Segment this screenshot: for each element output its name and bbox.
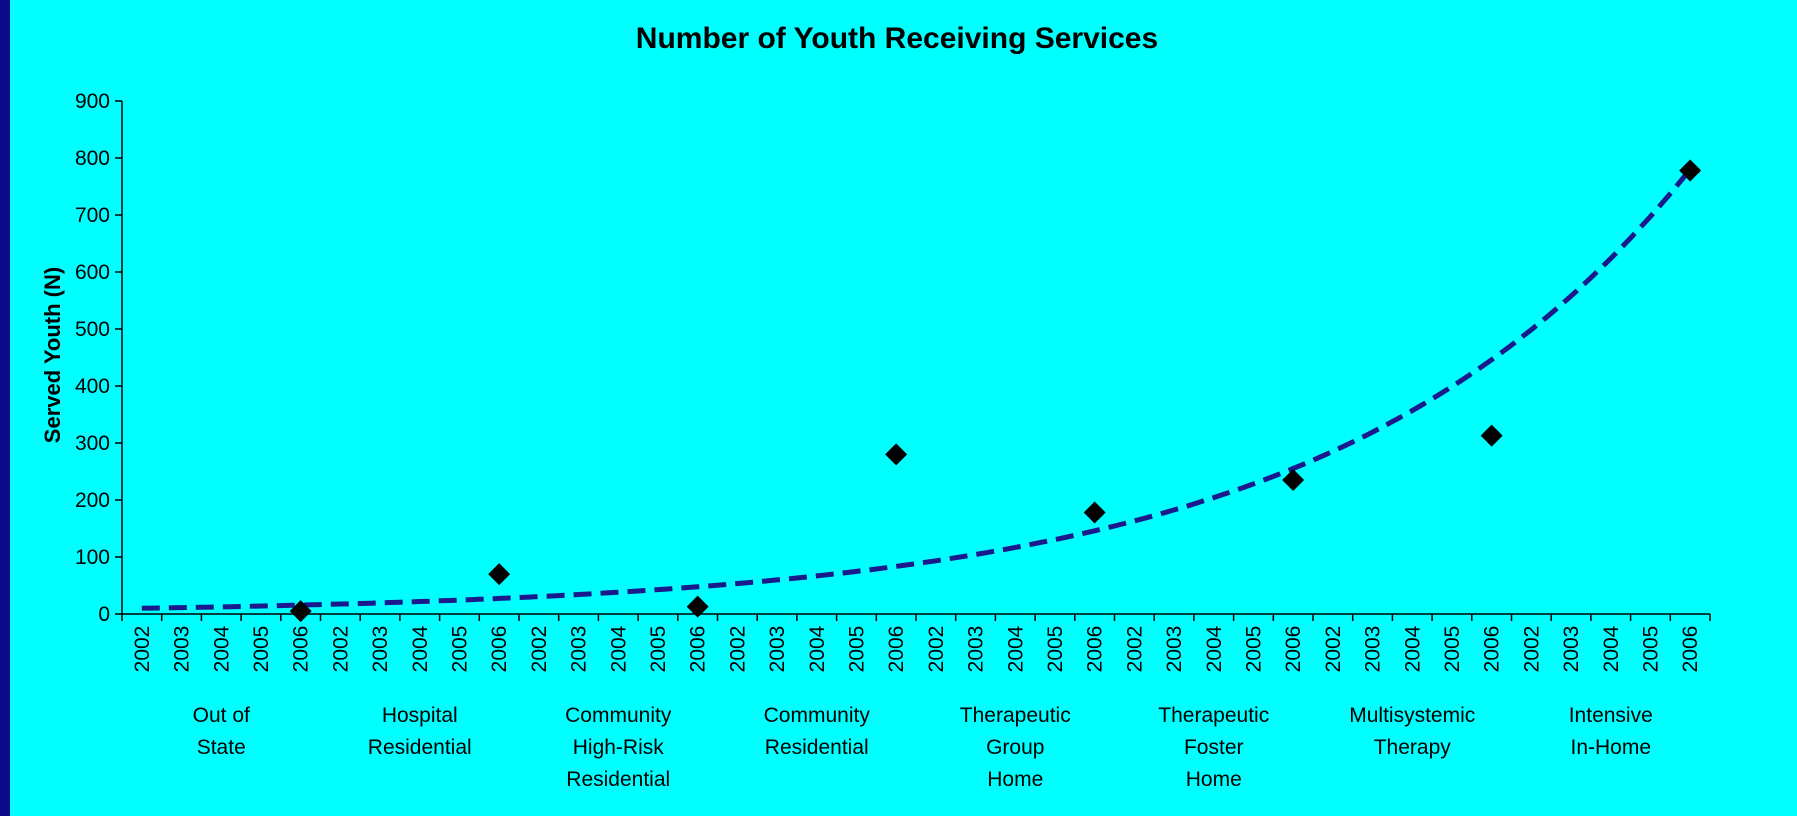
y-tick-label: 900 [75,90,110,113]
x-tick-label: 2006 [1282,626,1305,673]
x-tick-label: 2006 [488,626,511,673]
category-label: Community [565,704,672,727]
x-tick-label: 2005 [1044,626,1067,673]
y-axis-label: Served Youth (N) [40,267,65,443]
data-point-marker [289,600,312,623]
x-tick-label: 2003 [1362,626,1385,673]
x-tick-label: 2003 [1560,626,1583,673]
x-tick-label: 2006 [1481,626,1504,673]
category-label: Intensive [1569,704,1653,727]
data-point-marker [1282,469,1305,492]
category-label: Multisystemic [1349,704,1475,727]
y-tick-label: 700 [75,204,110,227]
data-point-marker [885,443,908,466]
category-label: Therapeutic [1158,704,1269,727]
x-tick-label: 2004 [210,625,233,672]
category-label: State [197,736,246,759]
category-label: Foster [1184,736,1244,759]
x-tick-label: 2004 [409,625,432,672]
y-tick-label: 600 [75,261,110,284]
x-tick-label: 2003 [1163,626,1186,673]
x-tick-label: 2004 [806,625,829,672]
x-tick-label: 2005 [845,626,868,673]
x-tick-label: 2006 [885,626,908,673]
x-tick-label: 2002 [131,626,154,673]
x-tick-label: 2004 [1203,625,1226,672]
y-tick-label: 800 [75,147,110,170]
y-tick-label: 200 [75,489,110,512]
y-tick-label: 500 [75,318,110,341]
data-points [289,159,1702,623]
x-tick-label: 2005 [1441,626,1464,673]
x-tick-label: 2006 [1084,626,1107,673]
y-tick-label: 300 [75,432,110,455]
chart-title: Number of Youth Receiving Services [636,22,1158,55]
category-label: Residential [566,768,670,791]
x-tick-label: 2002 [1123,626,1146,673]
y-tick-labels: 0 100 200 300 400 500 600 700 800 900 [75,90,110,626]
category-label: Residential [765,736,869,759]
x-tick-label: 2004 [1600,625,1623,672]
x-tick-label: 2004 [1401,625,1424,672]
x-tick-label: 2003 [766,626,789,673]
y-tick-label: 100 [75,546,110,569]
category-label: Community [764,704,871,727]
x-tick-label: 2004 [607,625,630,672]
x-tick-label: 2005 [250,626,273,673]
x-tick-label: 2002 [329,626,352,673]
data-point-marker [1679,159,1702,182]
category-label: In-Home [1570,736,1651,759]
axes [115,100,1711,621]
x-tick-label: 2004 [1004,625,1027,672]
category-label: Out of [193,704,250,727]
x-tick-label: 2005 [1242,626,1265,673]
category-label: Home [1186,768,1242,791]
x-tick-label: 2002 [1520,626,1543,673]
x-tick-label: 2002 [925,626,948,673]
data-point-marker [686,595,709,618]
x-tick-labels: 2002 2003 2004 2005 2006 2002 2003 2004 2005 2006… [131,625,1702,672]
x-tick-label: 2005 [1639,626,1662,673]
x-tick-label: 2003 [171,626,194,673]
x-tick-label: 2005 [647,626,670,673]
x-tick-label: 2006 [290,626,313,673]
category-label: Residential [368,736,472,759]
x-tick-label: 2003 [965,626,988,673]
y-tick-label: 0 [98,603,110,626]
x-tick-label: 2006 [1679,626,1702,673]
category-label: Group [986,736,1044,759]
category-label: Home [987,768,1043,791]
category-label: Therapy [1374,736,1452,759]
category-labels: Out of State Hospital Residential Community H… [193,704,1653,791]
x-tick-label: 2002 [1322,626,1345,673]
category-label: Therapeutic [960,704,1071,727]
x-tick-label: 2003 [369,626,392,673]
chart-svg: Number of Youth Receiving Services Serve… [40,22,1711,791]
trendline [141,167,1693,611]
x-tick-label: 2006 [687,626,710,673]
x-tick-label: 2005 [448,626,471,673]
x-tick-label: 2002 [528,626,551,673]
chart-frame: Number of Youth Receiving Services Serve… [10,0,1797,816]
data-point-marker [488,563,511,586]
data-point-marker [1480,424,1503,447]
category-label: Hospital [382,704,458,727]
x-tick-label: 2003 [568,626,591,673]
category-label: High-Risk [573,736,665,759]
x-tick-label: 2002 [726,626,749,673]
y-tick-label: 400 [75,375,110,398]
data-point-marker [1083,501,1106,524]
